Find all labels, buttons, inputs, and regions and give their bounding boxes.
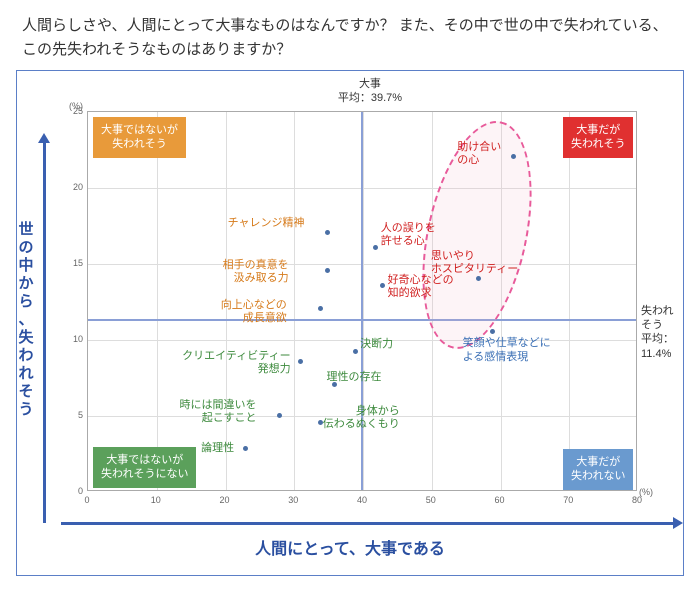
x-axis-title: 人間にとって、大事である xyxy=(17,535,683,559)
data-point xyxy=(298,359,303,364)
chart-frame: 大事 平均：39.7% (%) 失われそう 平均：11.4% 世 の 中 か ら… xyxy=(16,70,684,576)
y-axis-title: 世 の 中 か ら 、 失 わ れ そ う xyxy=(17,221,35,419)
point-label: 決断力 xyxy=(360,338,393,351)
x-avg-value: 平均：39.7% xyxy=(338,92,402,104)
data-point xyxy=(490,329,495,334)
x-tick: 50 xyxy=(426,495,436,505)
data-point xyxy=(353,349,358,354)
chart-container: 人間らしさや、人間にとって大事なものはなんですか？ また、その中で世の中で失われ… xyxy=(0,0,700,592)
point-label: 笑顔や仕草などに よる感情表現 xyxy=(463,337,551,363)
y-avg-value: 平均：11.4% xyxy=(641,333,674,359)
point-label: 向上心などの 成長意欲 xyxy=(221,299,287,325)
question-text: 人間らしさや、人間にとって大事なものはなんですか？ また、その中で世の中で失われ… xyxy=(22,14,678,62)
x-avg-line xyxy=(361,112,363,490)
y-tick: 15 xyxy=(59,258,83,268)
gridline-v xyxy=(157,112,158,490)
gridline-v xyxy=(363,112,364,490)
point-label: 論理性 xyxy=(201,442,234,455)
x-tick: 10 xyxy=(151,495,161,505)
quadrant-br: 大事だが 失われない xyxy=(563,449,633,490)
quadrant-bl: 大事ではないが 失われそうにない xyxy=(93,447,196,488)
y-tick: 25 xyxy=(59,106,83,116)
point-label: 時には間違いを 起こすこと xyxy=(180,399,257,425)
data-point xyxy=(511,154,516,159)
x-tick: 40 xyxy=(357,495,367,505)
plot-area xyxy=(87,111,637,491)
point-label: 思いやり ホスピタリティー xyxy=(431,250,518,276)
x-tick: 80 xyxy=(632,495,642,505)
quadrant-tl: 大事ではないが 失われそう xyxy=(93,117,186,158)
point-label: 相手の真意を 汲み取る力 xyxy=(223,259,289,285)
point-label: 身体から 伝わるぬくもり xyxy=(323,405,400,431)
point-label: チャレンジ精神 xyxy=(228,217,305,230)
y-axis-arrow xyxy=(43,141,46,523)
point-label: 助け合い の心 xyxy=(457,141,501,167)
point-label: クリエイティビティー 発想力 xyxy=(182,350,290,376)
y-avg-label: 失われそう 平均：11.4% xyxy=(641,304,683,361)
x-tick: 30 xyxy=(288,495,298,505)
point-label: 理性の存在 xyxy=(327,371,382,384)
y-tick: 0 xyxy=(59,486,83,496)
x-tick: 70 xyxy=(563,495,573,505)
x-tick: 0 xyxy=(84,495,89,505)
gridline-v xyxy=(294,112,295,490)
gridline-v xyxy=(569,112,570,490)
y-tick: 10 xyxy=(59,334,83,344)
point-label: 人の誤りを 許せる心 xyxy=(381,222,436,248)
point-label: 好奇心などの 知的欲求 xyxy=(388,274,454,300)
x-tick: 60 xyxy=(494,495,504,505)
data-point xyxy=(243,446,248,451)
x-avg-title: 大事 xyxy=(359,78,381,90)
y-tick: 20 xyxy=(59,182,83,192)
y-avg-title: 失われそう xyxy=(641,305,673,331)
data-point xyxy=(277,413,282,418)
y-avg-line xyxy=(88,319,636,321)
quadrant-tr: 大事だが 失われそう xyxy=(563,117,633,158)
x-avg-label: 大事 平均：39.7% xyxy=(325,77,415,106)
x-tick: 20 xyxy=(219,495,229,505)
y-tick: 5 xyxy=(59,410,83,420)
x-axis-arrow xyxy=(61,522,675,525)
